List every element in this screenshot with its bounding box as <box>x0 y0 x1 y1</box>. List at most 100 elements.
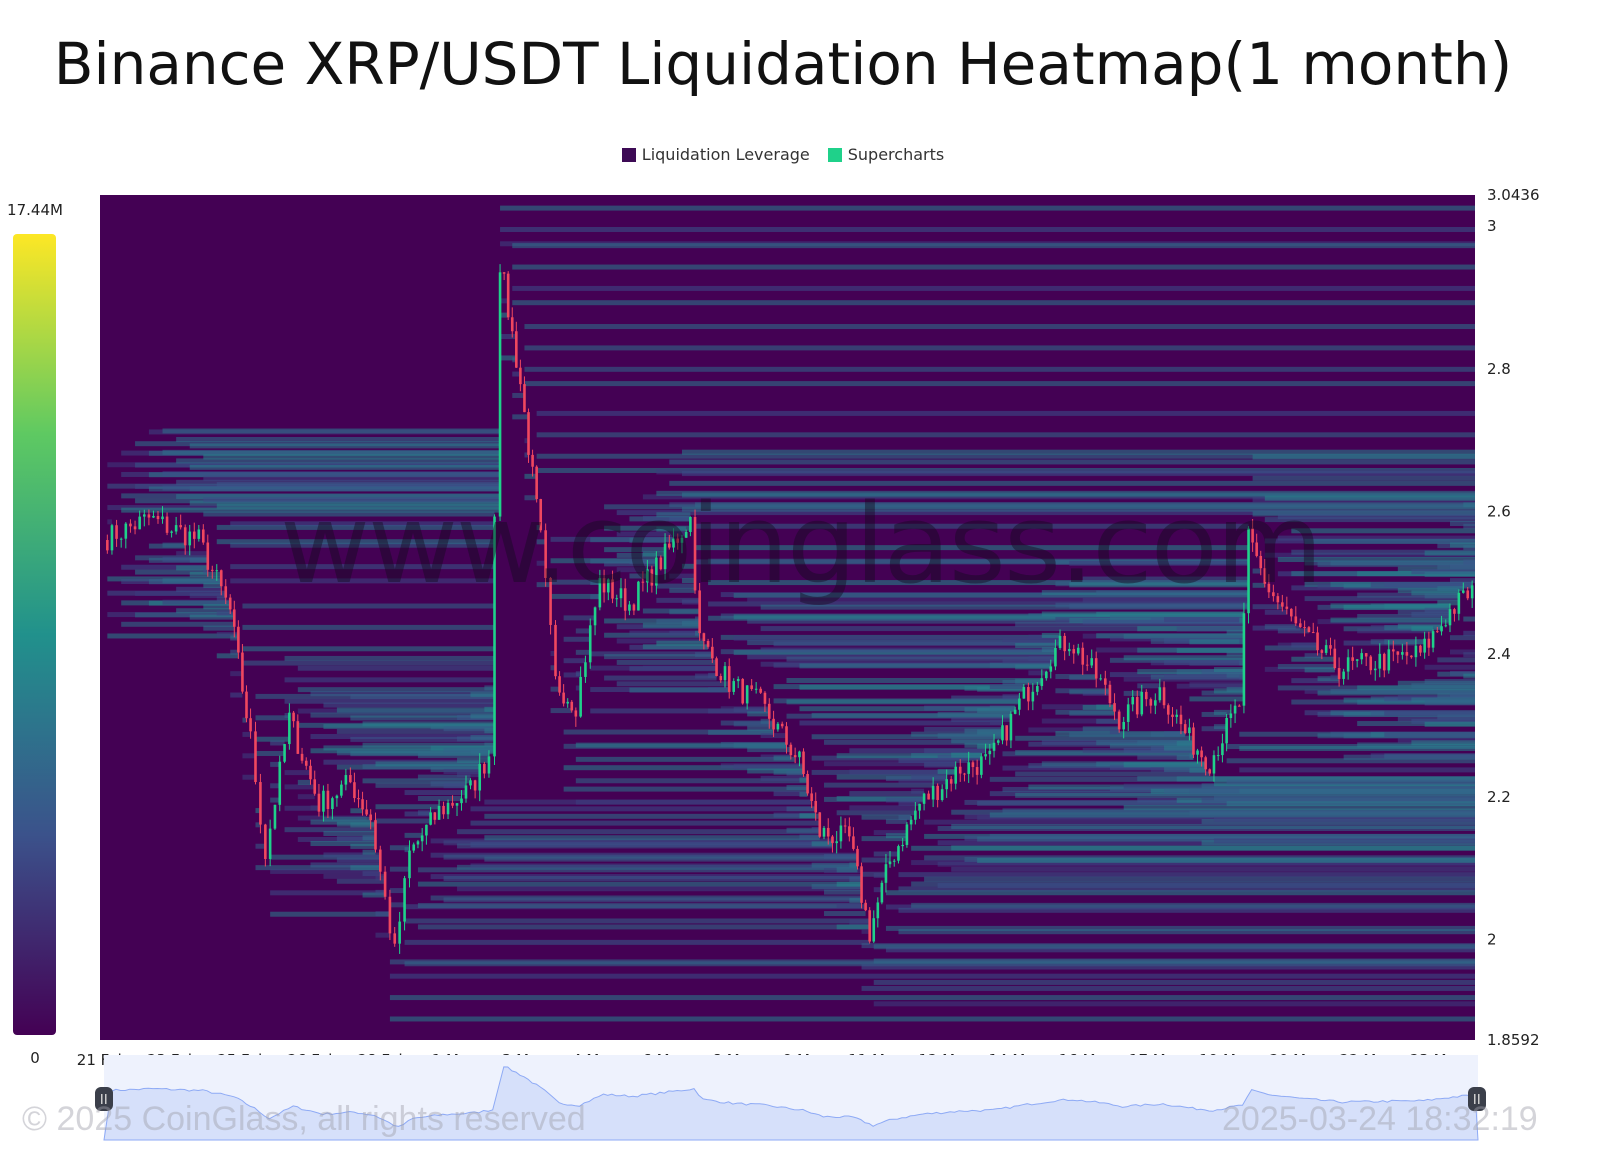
liquidation-band <box>230 564 495 570</box>
liquidation-band <box>1411 718 1475 724</box>
legend-item-supercharts[interactable]: Supercharts <box>827 145 944 164</box>
liquidation-band <box>1252 604 1283 610</box>
candle <box>124 522 128 549</box>
liquidation-band <box>1082 690 1110 696</box>
candle <box>288 703 291 750</box>
candle <box>1040 669 1044 690</box>
candle <box>1355 658 1359 668</box>
liquidation-band <box>1264 624 1296 630</box>
liquidation-band <box>563 729 774 735</box>
candle <box>1419 644 1422 657</box>
liquidation-band <box>924 819 1475 825</box>
liquidation-band <box>1449 542 1475 548</box>
candle <box>1099 674 1102 681</box>
liquidation-band <box>1277 664 1335 670</box>
liquidation-band <box>203 625 235 631</box>
liquidation-band <box>836 796 925 802</box>
candle <box>1298 618 1302 628</box>
liquidation-band <box>885 797 925 803</box>
liquidation-band <box>924 876 1475 882</box>
liquidation-band <box>1041 632 1061 638</box>
liquidation-band <box>1264 495 1475 501</box>
candle <box>1378 643 1382 678</box>
liquidation-band <box>524 381 1475 387</box>
liquidation-band <box>255 865 381 871</box>
liquidation-band <box>484 706 495 712</box>
liquidation-band <box>681 449 1475 455</box>
liquidation-band <box>389 845 410 851</box>
candle <box>650 565 654 593</box>
liquidation-band <box>656 512 691 518</box>
liquidation-band <box>708 580 1249 586</box>
liquidation-band <box>575 742 787 748</box>
liquidation-band <box>604 675 717 681</box>
liquidation-band <box>162 599 231 605</box>
candle <box>398 911 401 954</box>
candle <box>1175 709 1179 724</box>
liquidation-band <box>389 995 1475 1001</box>
liquidation-band <box>760 626 1244 632</box>
candle <box>138 510 141 530</box>
liquidation-band <box>681 492 1475 498</box>
liquidation-band <box>1291 528 1475 534</box>
candle <box>365 799 368 817</box>
candle <box>619 578 623 608</box>
liquidation-band <box>1252 568 1261 574</box>
liquidation-band <box>176 551 208 557</box>
chart-title: Binance XRP/USDT Liquidation Heatmap(1 m… <box>53 30 1513 98</box>
range-navigator[interactable] <box>95 1055 1486 1141</box>
liquidation-band <box>575 778 808 784</box>
liquidation-band <box>824 911 866 917</box>
candle <box>1410 655 1413 659</box>
liquidation-band <box>747 711 770 717</box>
liquidation-band <box>681 620 700 626</box>
candle <box>1387 640 1391 674</box>
liquidation-band <box>500 205 1475 211</box>
liquidation-band <box>1189 639 1244 645</box>
liquidation-band <box>1096 611 1244 617</box>
liquidation-band <box>389 888 405 894</box>
candle <box>506 271 510 321</box>
legend-item-liquidation-leverage[interactable]: Liquidation Leverage <box>621 145 810 164</box>
candle <box>909 816 913 831</box>
candle <box>378 845 382 881</box>
liquidation-band <box>162 578 222 584</box>
candle <box>442 801 445 819</box>
liquidation-band <box>284 698 495 704</box>
liquidation-band <box>977 800 1475 806</box>
candle <box>776 722 780 732</box>
liquidation-band <box>1028 656 1056 662</box>
liquidation-band <box>708 672 717 678</box>
liquidation-band <box>242 753 256 759</box>
candle <box>232 600 236 638</box>
liquidation-band <box>873 1001 1475 1007</box>
candle <box>1188 718 1191 741</box>
liquidation-band <box>1213 795 1475 801</box>
liquidation-band <box>629 687 730 693</box>
liquidation-band <box>1264 666 1335 672</box>
candle <box>667 534 671 550</box>
liquidation-band <box>747 597 1249 603</box>
candle <box>1290 608 1293 622</box>
liquidation-band <box>189 571 222 577</box>
liquidation-band <box>417 774 471 780</box>
liquidation-band <box>898 872 1475 878</box>
candle <box>1320 649 1324 660</box>
candle <box>1373 660 1377 681</box>
liquidation-band <box>443 726 495 732</box>
liquidation-band <box>1123 805 1475 811</box>
liquidation-band <box>1264 552 1475 558</box>
candle <box>745 685 749 710</box>
liquidation-band <box>629 559 657 565</box>
liquidation-band <box>162 449 501 455</box>
liquidation-band <box>323 724 495 730</box>
candle <box>412 842 416 853</box>
liquidation-band <box>861 928 870 934</box>
candle <box>579 666 582 718</box>
liquidation-band <box>470 863 858 869</box>
liquidation-band <box>1330 560 1475 566</box>
navigator-left-handle[interactable] <box>95 1087 113 1111</box>
candle <box>510 307 514 338</box>
navigator-right-handle[interactable] <box>1468 1087 1486 1111</box>
